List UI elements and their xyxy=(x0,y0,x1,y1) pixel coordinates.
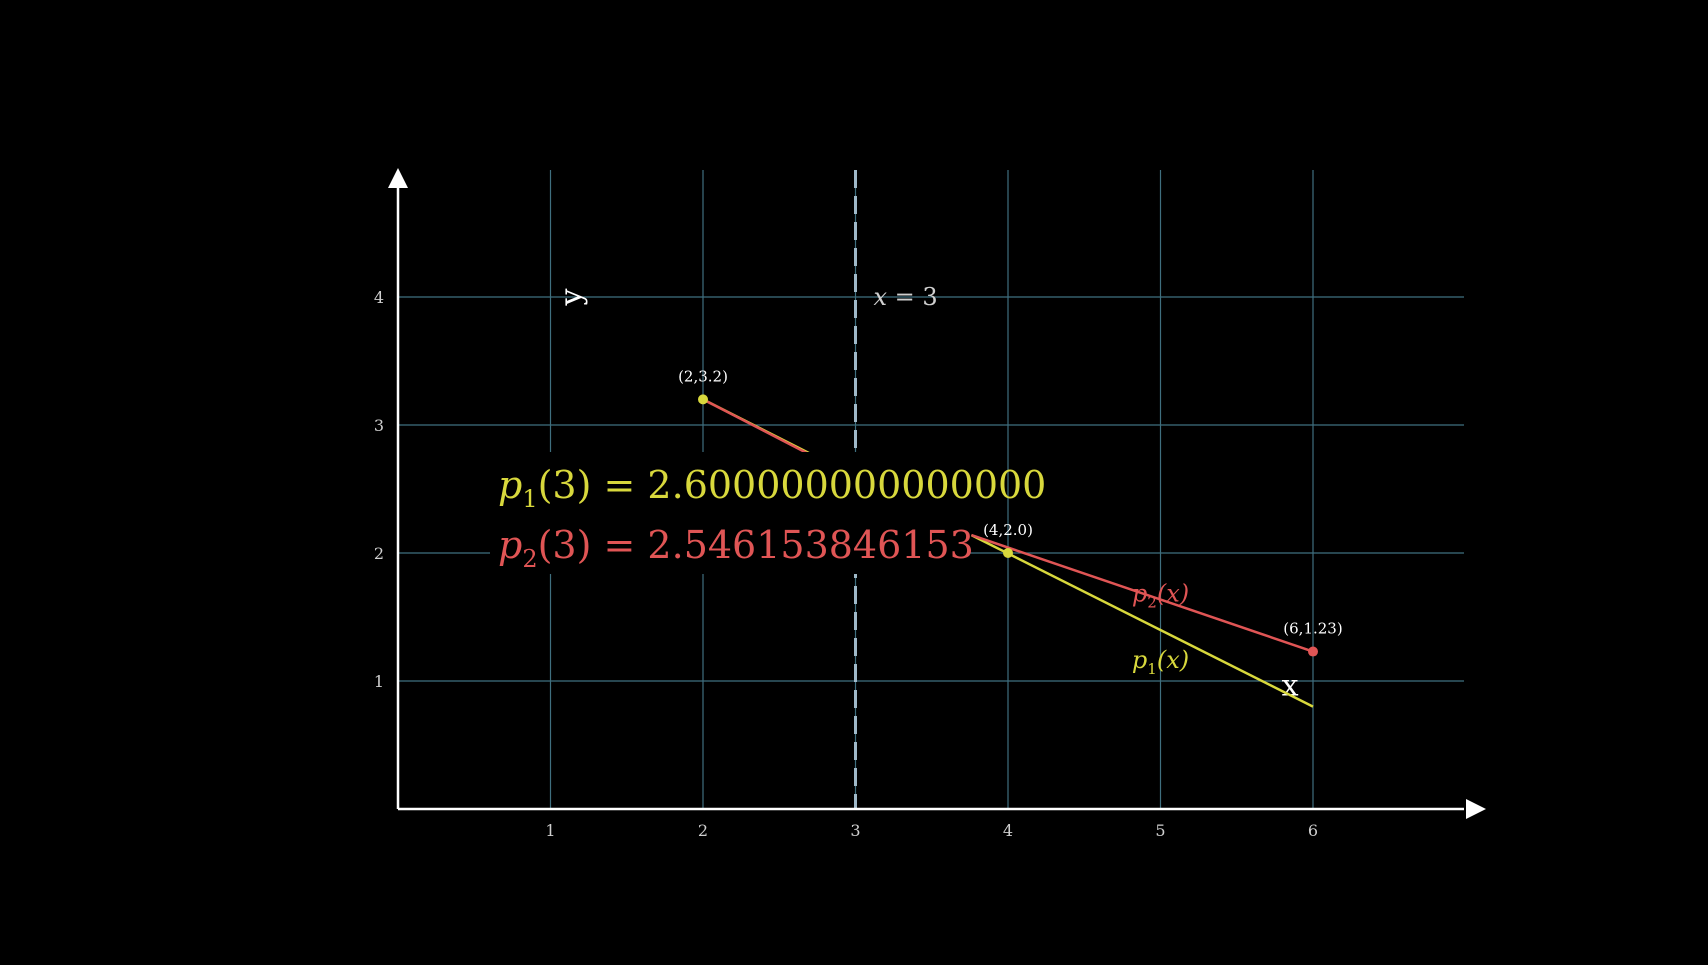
x-tick-label: 6 xyxy=(1308,821,1318,840)
data-point-label: (6,1.23) xyxy=(1283,620,1342,638)
series-lines xyxy=(702,398,1314,708)
series-line-p2-right xyxy=(970,533,1314,653)
x-axis-label: x xyxy=(1282,669,1299,704)
x-tick-label: 2 xyxy=(698,821,708,840)
y-axis-arrow-icon xyxy=(388,168,408,188)
vertical-reference-line: x = 3 xyxy=(854,170,938,809)
x-tick-label: 4 xyxy=(1003,821,1013,840)
axes: yx xyxy=(388,168,1486,819)
x-equals-3-label: x = 3 xyxy=(874,283,938,311)
y-tick-label: 2 xyxy=(374,544,384,563)
equation-background xyxy=(490,452,970,574)
data-point-label: (4,2.0) xyxy=(983,521,1033,539)
x-tick-label: 5 xyxy=(1155,821,1165,840)
y-tick-label: 1 xyxy=(374,672,384,691)
tick-labels: 1 2 3 4 5 6 1 2 3 4 xyxy=(374,288,1318,840)
y-tick-label: 3 xyxy=(374,416,384,435)
data-markers xyxy=(698,394,1318,657)
equations: p1(3) = 2.600000000000000 p2(3) = 2.54615… xyxy=(490,452,1046,574)
y-tick-label: 4 xyxy=(374,288,384,307)
data-point-label: (2,3.2) xyxy=(678,367,728,385)
equation-p1: p1(3) = 2.600000000000000 xyxy=(498,463,1046,513)
series-line-p1-right xyxy=(970,533,1314,708)
series-name-p1: p1(x) xyxy=(1132,646,1189,678)
series-line-p2-left xyxy=(702,398,823,462)
y-axis-label: y xyxy=(554,288,589,306)
data-point-marker xyxy=(698,394,708,405)
series-name-p2: p2(x) xyxy=(1132,580,1189,612)
equation-p2: p2(3) = 2.546153846153 xyxy=(498,523,974,573)
x-tick-label: 3 xyxy=(850,821,860,840)
data-point-marker xyxy=(1003,548,1013,558)
x-axis-arrow-icon xyxy=(1466,799,1486,819)
x-tick-label: 1 xyxy=(545,821,555,840)
data-point-marker xyxy=(1308,646,1318,657)
annotations: p1(x) p2(x) (2,3.2) (4,2.0) (6,1.23) xyxy=(678,367,1343,678)
